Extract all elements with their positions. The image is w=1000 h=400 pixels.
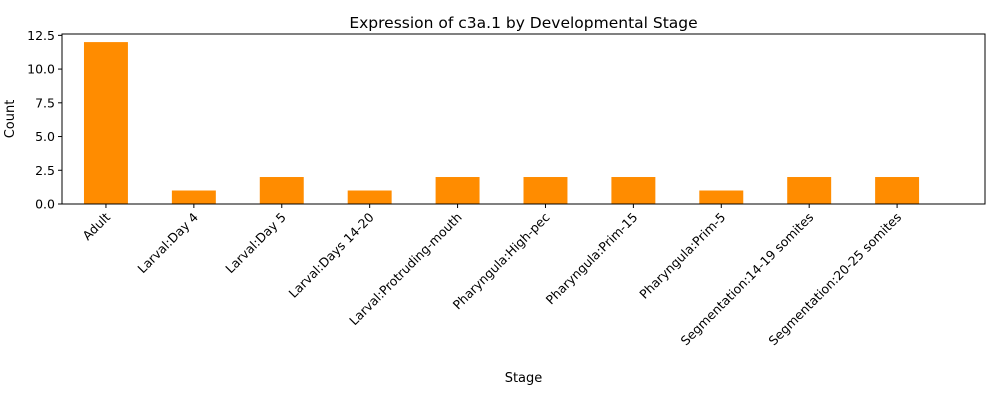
y-tick-label: 10.0	[27, 62, 55, 77]
bar	[699, 190, 744, 204]
bar	[787, 177, 832, 204]
x-axis-label: Stage	[505, 371, 543, 386]
y-axis-ticks: 0.0 2.5 5.0 7.5 10.0 12.5	[27, 28, 62, 212]
y-tick-label: 0.0	[35, 197, 55, 212]
bar	[171, 190, 216, 204]
chart-title: Expression of c3a.1 by Developmental Sta…	[349, 14, 697, 32]
bar	[83, 42, 128, 204]
bar	[259, 177, 304, 204]
bar	[611, 177, 656, 204]
bars-group	[83, 42, 920, 204]
plot-frame	[61, 33, 986, 205]
y-tick-label: 12.5	[27, 28, 55, 43]
y-tick-label: 7.5	[35, 95, 55, 110]
bar	[875, 177, 920, 204]
bar	[347, 190, 392, 204]
y-tick-label: 2.5	[35, 163, 55, 178]
bar	[435, 177, 480, 204]
bar	[523, 177, 568, 204]
y-tick-label: 5.0	[35, 129, 55, 144]
y-axis-label: Count	[3, 100, 18, 139]
